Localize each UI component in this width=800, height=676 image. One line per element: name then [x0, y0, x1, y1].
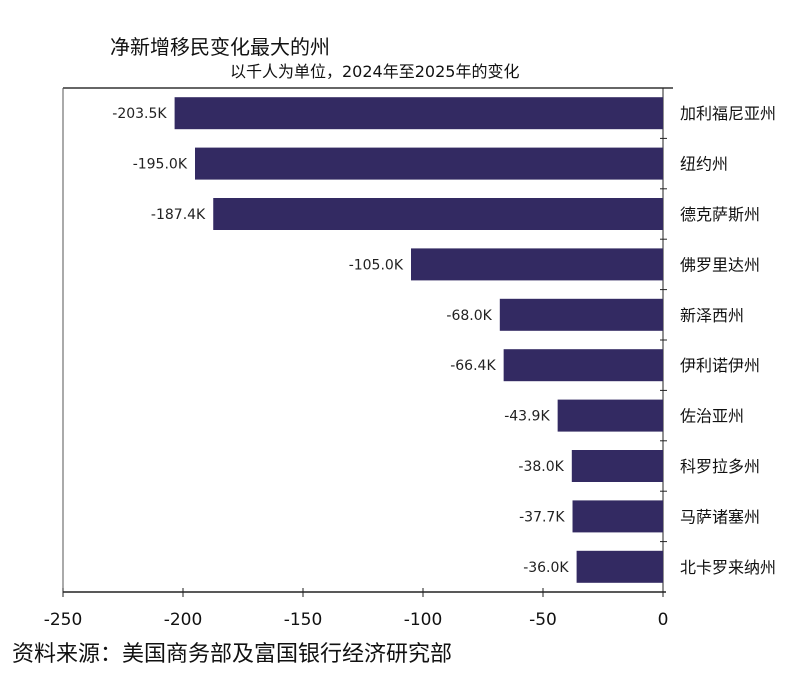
x-tick-label: -150: [284, 610, 323, 630]
category-label: 马萨诸塞州: [680, 507, 760, 526]
bar: [503, 349, 663, 382]
data-label: -36.0K: [523, 560, 569, 576]
category-label: 佐治亚州: [680, 407, 744, 426]
bar: [411, 248, 663, 281]
data-label: -195.0K: [133, 157, 188, 173]
category-label: 加利福尼亚州: [680, 104, 776, 123]
bar: [213, 198, 664, 230]
data-label: -43.9K: [504, 409, 550, 425]
category-label: 纽约州: [680, 155, 728, 174]
data-label: -187.4K: [151, 207, 206, 223]
category-label: 科罗拉多州: [680, 457, 760, 476]
chart-title: 净新增移民变化最大的州: [110, 35, 330, 59]
bar: [572, 500, 663, 533]
category-label: 佛罗里达州: [680, 255, 760, 274]
data-label: -203.5K: [112, 106, 167, 122]
chart-subtitle: 以千人为单位，2024年至2025年的变化: [230, 62, 520, 81]
bar: [571, 450, 663, 482]
category-label: 新泽西州: [680, 306, 744, 325]
x-tick-label: -100: [404, 610, 443, 630]
data-label: -66.4K: [450, 358, 496, 374]
bar: [195, 147, 663, 180]
data-label: -38.0K: [518, 459, 564, 475]
bar: [576, 550, 663, 583]
category-label: 德克萨斯州: [680, 205, 760, 224]
x-tick-label: -200: [164, 610, 203, 630]
bar: [499, 298, 663, 331]
x-tick-label: -50: [529, 610, 557, 630]
x-tick-label: -250: [44, 610, 83, 630]
data-label: -68.0K: [446, 308, 492, 324]
category-label: 伊利诺伊州: [680, 356, 760, 375]
data-label: -37.7K: [519, 509, 565, 525]
bar: [557, 399, 663, 432]
x-tick-label: 0: [658, 610, 669, 630]
data-label: -105.0K: [349, 257, 404, 273]
bar: [174, 97, 663, 130]
source-note: 资料来源：美国商务部及富国银行经济研究部: [12, 642, 453, 667]
category-label: 北卡罗来纳州: [680, 558, 776, 577]
